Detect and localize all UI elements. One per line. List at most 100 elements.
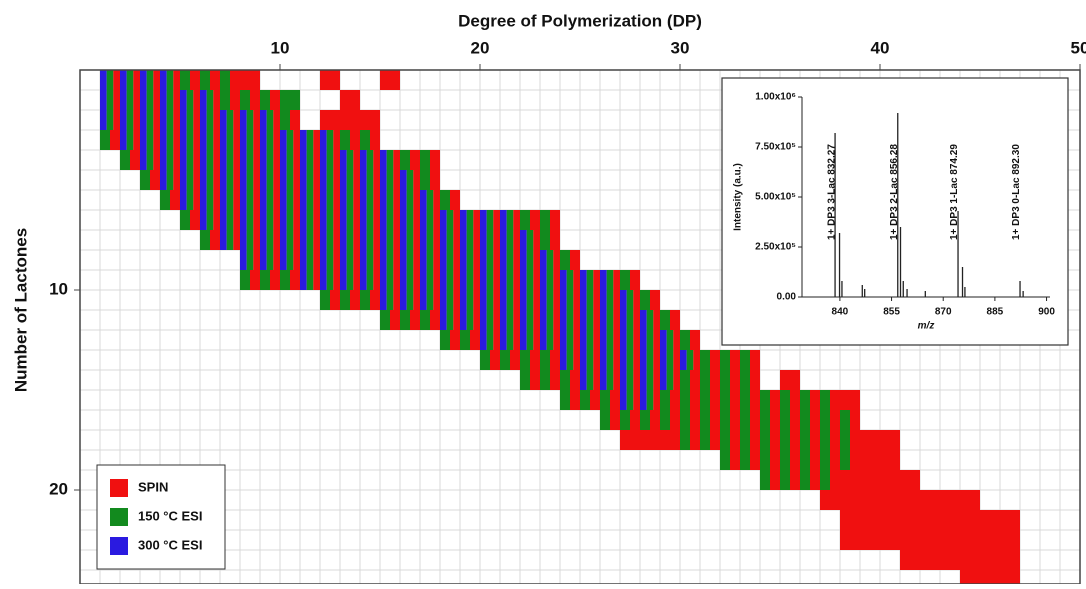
cell	[800, 430, 810, 450]
cell	[146, 90, 154, 110]
cell	[180, 110, 187, 130]
cell	[293, 130, 300, 150]
cell	[553, 270, 560, 290]
cell	[820, 390, 830, 410]
cell	[500, 350, 510, 370]
cell	[313, 170, 320, 190]
cell	[166, 170, 174, 190]
cell	[240, 150, 247, 170]
cell	[466, 230, 474, 250]
cell	[640, 330, 647, 350]
cell	[480, 210, 487, 230]
cell	[206, 150, 214, 170]
cell	[680, 330, 690, 350]
cell	[586, 290, 594, 310]
cell	[166, 70, 174, 90]
cell	[320, 150, 327, 170]
cell	[426, 230, 434, 250]
cell	[233, 170, 240, 190]
cell	[166, 130, 174, 150]
cell	[190, 210, 200, 230]
cell	[413, 290, 420, 310]
cell	[286, 130, 294, 150]
cell	[420, 290, 427, 310]
cell	[360, 190, 367, 210]
cell	[460, 270, 467, 290]
cell	[346, 170, 354, 190]
cell	[900, 470, 920, 490]
cell	[640, 410, 650, 430]
cell	[306, 270, 314, 290]
cell	[473, 250, 480, 270]
cell	[620, 330, 627, 350]
cell	[146, 70, 154, 90]
cell	[520, 290, 527, 310]
cell	[720, 390, 730, 410]
cell	[486, 310, 494, 330]
cell	[146, 110, 154, 130]
cell	[880, 530, 900, 550]
cell	[820, 410, 830, 430]
cell	[370, 290, 380, 310]
cell	[790, 410, 800, 430]
cell	[266, 150, 274, 170]
cell	[210, 70, 220, 90]
cell	[1000, 570, 1020, 589]
cell	[730, 370, 740, 390]
cell	[433, 290, 440, 310]
cell	[120, 70, 127, 90]
cell	[840, 530, 860, 550]
cell	[360, 150, 367, 170]
cell	[500, 290, 507, 310]
cell	[213, 130, 220, 150]
cell	[206, 90, 214, 110]
cell	[740, 350, 750, 370]
cell	[800, 450, 810, 470]
cell	[586, 270, 594, 290]
cell	[100, 90, 107, 110]
cell	[353, 250, 360, 270]
cell	[840, 390, 860, 410]
cell	[140, 170, 150, 190]
cell	[613, 330, 620, 350]
cell	[646, 310, 654, 330]
cell	[313, 190, 320, 210]
cell	[373, 250, 380, 270]
cell	[740, 390, 750, 410]
cell	[320, 70, 340, 90]
cell	[140, 70, 147, 90]
cell	[280, 150, 287, 170]
cell	[446, 250, 454, 270]
cell	[293, 150, 300, 170]
cell	[620, 350, 627, 370]
cell	[346, 150, 354, 170]
cell	[690, 430, 700, 450]
cell	[466, 310, 474, 330]
cell	[340, 130, 350, 150]
cell	[553, 290, 560, 310]
cell	[293, 190, 300, 210]
cell	[246, 130, 254, 150]
cell	[553, 330, 560, 350]
cell	[206, 130, 214, 150]
cell	[550, 370, 560, 390]
cell	[860, 510, 880, 530]
cell	[480, 310, 487, 330]
cell	[340, 110, 360, 130]
cell	[560, 310, 567, 330]
cell	[533, 290, 540, 310]
cell	[120, 150, 130, 170]
cell	[960, 570, 980, 589]
cell	[333, 270, 340, 290]
cell	[413, 250, 420, 270]
cell	[620, 270, 630, 290]
cell	[180, 210, 190, 230]
cell	[513, 310, 520, 330]
cell	[173, 110, 180, 130]
cell	[493, 210, 500, 230]
y-tick-label: 5.00x10⁵	[755, 192, 796, 203]
cell	[240, 230, 247, 250]
cell	[286, 150, 294, 170]
peak-annotation: 1+ DP3 1-Lac 874.29	[949, 144, 960, 240]
cell	[606, 310, 614, 330]
